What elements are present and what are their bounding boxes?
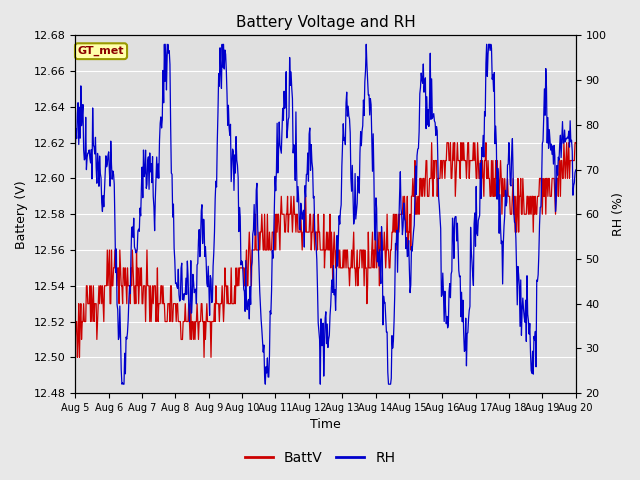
BattV [132,247,140,253]
X-axis label: Time: Time [310,419,341,432]
BattV [387,247,394,253]
BattV [72,336,79,342]
RH [118,381,125,387]
RH [387,375,395,381]
BattV [210,319,218,324]
BattV [81,319,89,324]
BattV [401,211,409,217]
BattV [74,354,81,360]
Y-axis label: Battery (V): Battery (V) [15,180,28,249]
BattV [184,319,191,324]
RH [72,147,79,153]
BattV [572,140,580,145]
Text: GT_met: GT_met [78,46,124,56]
RH [184,273,192,278]
BattV [428,140,435,145]
RH [211,229,218,235]
RH [132,250,140,255]
RH [161,41,168,47]
RH [81,157,88,163]
Legend: BattV, RH: BattV, RH [239,445,401,471]
Title: Battery Voltage and RH: Battery Voltage and RH [236,15,415,30]
Y-axis label: RH (%): RH (%) [612,192,625,236]
RH [572,167,580,173]
RH [402,246,410,252]
Line: RH: RH [76,44,576,384]
Line: BattV: BattV [76,143,576,357]
